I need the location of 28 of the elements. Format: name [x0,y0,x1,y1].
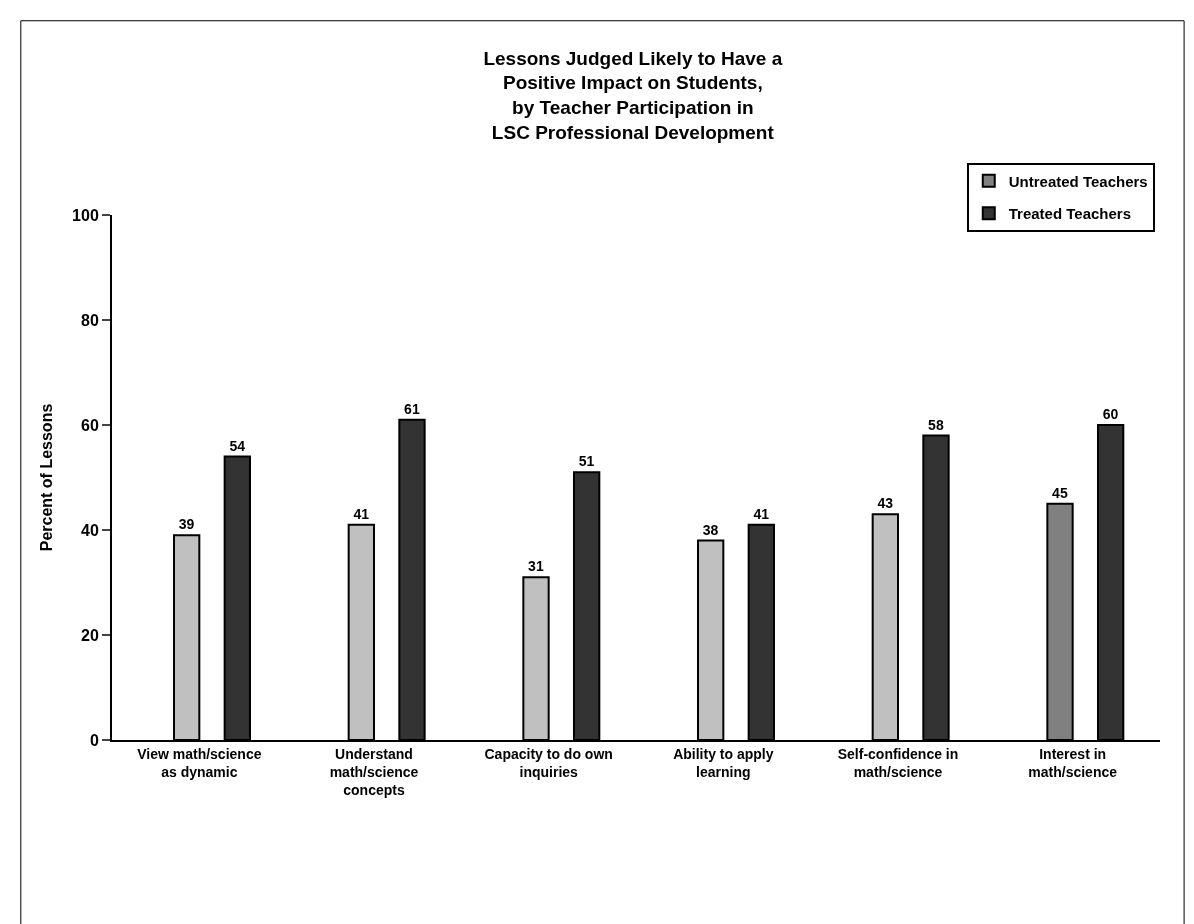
data-label: 39 [178,516,195,533]
legend-label: Untreated Teachers [1008,172,1148,190]
x-tick-label: Interest in math/science [1028,745,1118,780]
data-label: 45 [1052,484,1068,501]
data-label: 54 [229,437,246,454]
y-axis-title: Percent of Lessons [38,403,56,552]
y-tick-label: 60 [81,416,99,434]
data-label: 60 [1102,406,1119,422]
legend-label: Treated Teachers [1008,205,1132,223]
data-label: 43 [877,495,894,512]
data-label: 38 [702,521,719,538]
x-tick-label: Understand math/science concepts [329,745,419,799]
y-tick-label: 80 [81,311,99,329]
data-label: 41 [353,505,370,522]
y-tick-label: 100 [72,206,99,224]
y-tick-label: 40 [81,521,99,539]
y-tick-label: 20 [81,626,99,644]
x-tick-label: Self-confidence in math/science [837,745,959,780]
chart-title: Lessons Judged Likely to Have a Positive Impact on Students, by Teacher Participation in LSC Professional Development [483,47,783,143]
data-label: 31 [528,558,544,575]
data-label: 41 [753,505,770,522]
data-label: 58 [928,416,944,433]
x-tick-label: Ability to apply learning [673,745,774,780]
data-label: 61 [404,400,420,417]
data-label: 51 [578,453,595,470]
x-tick-label: Capacity to do own inquiries [484,745,613,780]
y-tick-label: 0 [89,731,99,749]
x-tick-label: View math/science as dynamic [137,745,262,780]
